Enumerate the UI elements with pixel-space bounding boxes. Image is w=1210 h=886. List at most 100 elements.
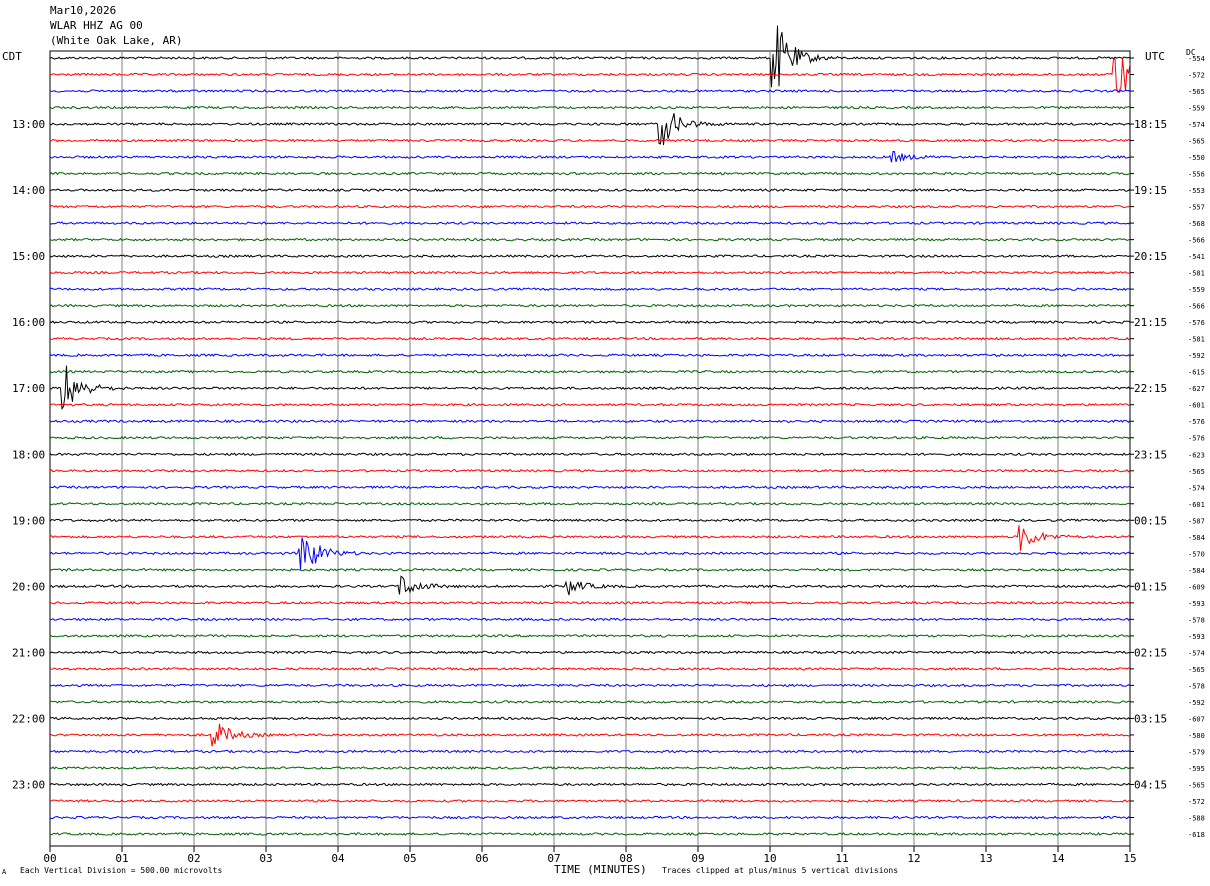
dc-value: -615 <box>1188 369 1205 377</box>
plot-frame <box>49 50 1131 847</box>
left-hour-label: 21:00 <box>12 646 45 659</box>
seismic-trace <box>49 501 1131 506</box>
left-hour-label: 17:00 <box>12 382 45 395</box>
dc-value: -553 <box>1188 187 1205 195</box>
header-station: WLAR HHZ AG 00 <box>50 19 143 32</box>
left-hour-label: 15:00 <box>12 250 45 263</box>
dc-value: -556 <box>1188 171 1205 179</box>
dc-value: -568 <box>1188 220 1205 228</box>
seismic-trace <box>49 320 1131 325</box>
seismic-trace <box>49 419 1131 424</box>
x-tick-label: 05 <box>403 852 416 865</box>
seismic-trace <box>49 518 1131 523</box>
header-date: Mar10,2026 <box>50 4 117 17</box>
dc-value: -601 <box>1188 501 1205 509</box>
left-timezone-label: CDT <box>2 50 22 63</box>
right-hour-label: 04:15 <box>1134 778 1167 791</box>
dc-value: -550 <box>1188 154 1205 162</box>
right-hour-label: 00:15 <box>1134 514 1167 527</box>
left-hour-label: 14:00 <box>12 184 45 197</box>
seismic-trace <box>49 25 1131 88</box>
seismic-trace <box>49 575 1130 596</box>
scale-note: Each Vertical Division = 500.00 microvol… <box>20 866 223 875</box>
corner-mark: A <box>2 868 7 876</box>
dc-value: -578 <box>1188 616 1205 624</box>
seismic-trace <box>49 138 1131 143</box>
x-tick-label: 15 <box>1123 852 1136 865</box>
dc-value: -593 <box>1188 633 1205 641</box>
dc-value: -601 <box>1188 402 1205 410</box>
x-tick-label: 14 <box>1051 852 1065 865</box>
seismic-trace <box>49 221 1131 225</box>
left-hour-label: 23:00 <box>12 778 45 791</box>
dc-value: -565 <box>1188 138 1205 146</box>
seismic-trace <box>49 270 1131 275</box>
seismic-trace <box>49 468 1131 473</box>
x-tick-label: 07 <box>547 852 560 865</box>
dc-value: -587 <box>1188 517 1205 525</box>
seismic-trace <box>49 171 1131 176</box>
dc-value: -566 <box>1188 237 1205 245</box>
seismic-trace <box>49 204 1131 209</box>
dc-value: -565 <box>1188 666 1205 674</box>
dc-label: DC <box>1186 48 1196 57</box>
dc-value: -559 <box>1188 286 1205 294</box>
dc-value: -579 <box>1188 748 1205 756</box>
left-hour-label: 16:00 <box>12 316 45 329</box>
seismic-trace <box>49 89 1131 93</box>
clip-note: Traces clipped at plus/minus 5 vertical … <box>662 866 899 875</box>
dc-value: -618 <box>1188 831 1205 839</box>
seismic-trace <box>49 365 1131 411</box>
seismic-trace <box>49 617 1131 622</box>
dc-value: -566 <box>1188 303 1205 311</box>
seismic-trace <box>49 57 1131 94</box>
left-hour-label: 20:00 <box>12 580 45 593</box>
seismic-trace <box>49 188 1131 192</box>
seismic-trace <box>49 287 1131 292</box>
dc-value: -572 <box>1188 72 1205 80</box>
x-tick-label: 13 <box>979 852 992 865</box>
dc-value: -580 <box>1188 732 1205 740</box>
dc-value: -576 <box>1188 319 1205 327</box>
seismic-trace <box>49 485 1131 490</box>
x-tick-label: 08 <box>619 852 632 865</box>
dc-value: -584 <box>1188 534 1205 542</box>
seismic-trace <box>49 336 1131 341</box>
dc-value: -584 <box>1188 567 1205 575</box>
seismic-trace <box>49 683 1131 688</box>
seismic-trace <box>49 782 1131 787</box>
dc-value: -581 <box>1188 336 1205 344</box>
dc-value: -609 <box>1188 583 1205 591</box>
x-tick-label: 00 <box>43 852 56 865</box>
dc-value: -581 <box>1188 270 1205 278</box>
right-hour-label: 02:15 <box>1134 646 1167 659</box>
dc-value: -576 <box>1188 435 1205 443</box>
dc-value: -541 <box>1188 253 1205 261</box>
seismic-trace <box>49 369 1130 374</box>
dc-value: -559 <box>1188 105 1205 113</box>
dc-value: -592 <box>1188 352 1205 360</box>
dc-value: -623 <box>1188 451 1205 459</box>
left-hour-label: 18:00 <box>12 448 45 461</box>
right-hour-label: 23:15 <box>1134 448 1167 461</box>
dc-value: -570 <box>1188 550 1205 558</box>
seismic-trace <box>50 600 1131 605</box>
dc-value: -593 <box>1188 600 1205 608</box>
seismic-trace <box>49 254 1131 258</box>
dc-value: -565 <box>1188 88 1205 96</box>
seismic-trace <box>49 113 1131 146</box>
dc-value: -565 <box>1188 781 1205 789</box>
seismic-trace <box>49 650 1131 655</box>
seismic-trace <box>49 105 1131 110</box>
seismic-trace <box>49 537 1131 570</box>
right-hour-label: 03:15 <box>1134 712 1167 725</box>
x-tick-label: 03 <box>259 852 272 865</box>
dc-value: -557 <box>1188 204 1205 212</box>
x-tick-label: 09 <box>691 852 704 865</box>
right-hour-label: 19:15 <box>1134 184 1167 197</box>
dc-value: -572 <box>1188 798 1205 806</box>
left-hour-label: 13:00 <box>12 118 45 131</box>
seismic-trace <box>49 634 1131 638</box>
seismic-trace <box>49 723 1131 747</box>
